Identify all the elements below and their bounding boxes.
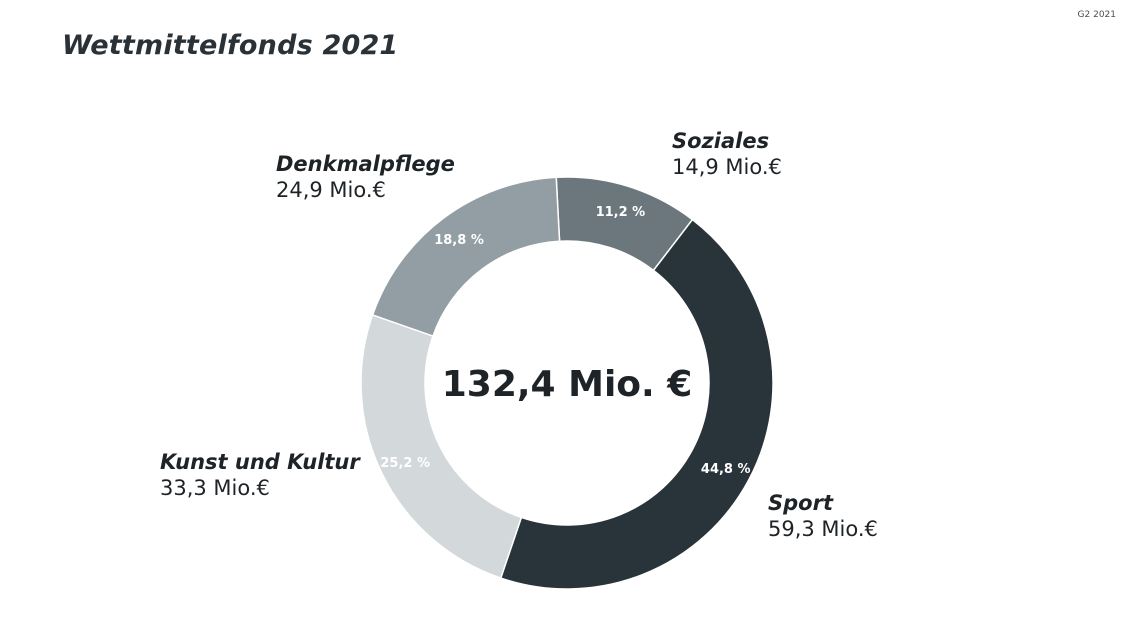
slice-kunst-und-kultur — [360, 313, 523, 580]
slice-amount-soziales: 14,9 Mio.€ — [672, 155, 782, 180]
slice-denkmalpflege — [371, 176, 561, 338]
percent-label-denkmalpflege: 18,8 % — [434, 233, 484, 248]
percent-label-sport: 44,8 % — [701, 462, 751, 477]
center-total-label: 132,4 Mio. € — [442, 364, 693, 405]
slice-amount-kunst-und-kultur: 33,3 Mio.€ — [160, 476, 270, 501]
slice-name-denkmalpflege: Denkmalpflege — [276, 152, 455, 176]
legend-label-soziales: Soziales 14,9 Mio.€ — [672, 128, 782, 181]
percent-label-kunst-und-kultur: 25,2 % — [380, 456, 430, 471]
percent-label-soziales: 11,2 % — [596, 205, 646, 220]
legend-label-sport: Sport 59,3 Mio.€ — [768, 490, 878, 543]
legend-label-kunst-und-kultur: Kunst und Kultur 33,3 Mio.€ — [160, 449, 360, 502]
slice-name-soziales: Soziales — [672, 129, 770, 153]
slice-amount-sport: 59,3 Mio.€ — [768, 517, 878, 542]
slice-sport — [499, 218, 774, 590]
slice-name-sport: Sport — [768, 491, 833, 515]
page-reference: G2 2021 — [1077, 10, 1116, 20]
legend-label-denkmalpflege: Denkmalpflege 24,9 Mio.€ — [276, 151, 455, 204]
slice-name-kunst-und-kultur: Kunst und Kultur — [160, 450, 360, 474]
slice-amount-denkmalpflege: 24,9 Mio.€ — [276, 178, 386, 203]
chart-title: Wettmittelfonds 2021 — [62, 30, 399, 61]
